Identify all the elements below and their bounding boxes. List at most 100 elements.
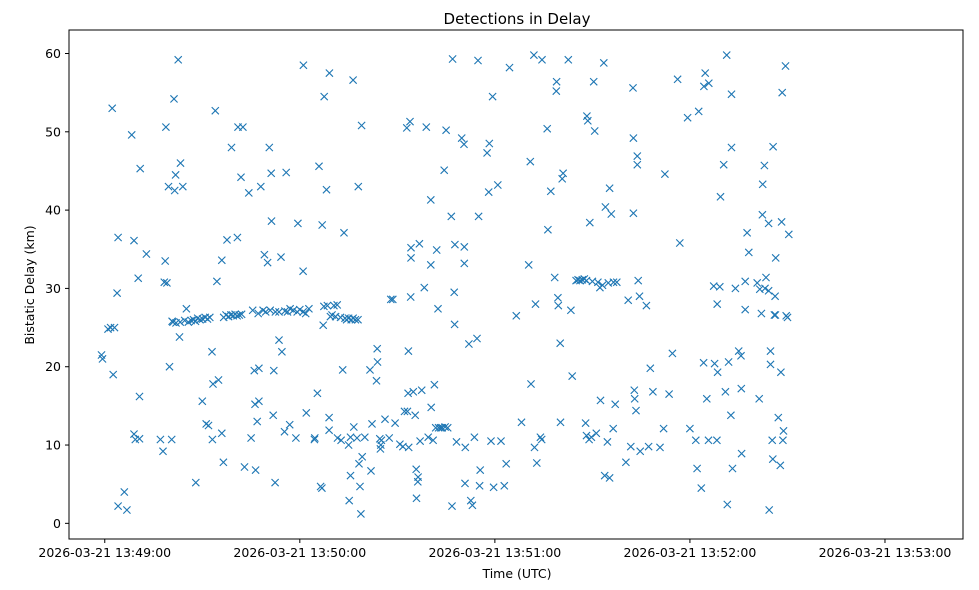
data-point bbox=[474, 56, 482, 65]
data-point bbox=[223, 235, 231, 244]
data-point bbox=[609, 424, 618, 433]
data-point bbox=[420, 283, 429, 292]
data-point bbox=[466, 496, 475, 505]
data-point bbox=[429, 436, 438, 445]
data-point bbox=[776, 368, 785, 377]
data-point bbox=[777, 217, 786, 226]
data-point bbox=[256, 182, 265, 191]
data-point bbox=[601, 203, 610, 211]
data-point bbox=[524, 260, 533, 269]
data-point bbox=[299, 267, 308, 276]
data-point bbox=[590, 127, 599, 135]
data-point bbox=[737, 384, 746, 393]
data-point bbox=[757, 309, 766, 318]
data-point bbox=[325, 426, 334, 435]
data-point bbox=[404, 389, 413, 398]
data-point bbox=[196, 315, 204, 324]
data-point bbox=[727, 90, 736, 99]
data-point bbox=[630, 394, 639, 403]
data-point bbox=[156, 435, 165, 444]
data-point bbox=[505, 63, 514, 72]
data-point bbox=[685, 424, 694, 433]
data-point bbox=[724, 358, 733, 366]
data-point bbox=[130, 236, 138, 245]
data-point bbox=[191, 478, 200, 487]
data-point bbox=[536, 433, 545, 442]
data-point bbox=[659, 424, 668, 433]
data-point bbox=[212, 277, 221, 286]
data-point bbox=[485, 139, 494, 148]
data-point bbox=[277, 347, 286, 356]
x-tick-label: 2026-03-21 13:53:00 bbox=[819, 545, 952, 560]
data-point bbox=[424, 433, 433, 442]
data-point bbox=[285, 420, 294, 429]
data-point bbox=[404, 443, 413, 452]
data-point bbox=[400, 407, 409, 416]
x-axis-ticks: 2026-03-21 13:49:00 2026-03-21 13:50:00 20… bbox=[38, 539, 952, 560]
data-point bbox=[237, 173, 245, 182]
data-point bbox=[728, 464, 737, 473]
data-point bbox=[502, 459, 511, 468]
data-point bbox=[134, 274, 143, 283]
data-point bbox=[470, 433, 479, 442]
data-point bbox=[211, 106, 220, 115]
data-point bbox=[599, 58, 608, 67]
data-point bbox=[701, 69, 710, 78]
data-point bbox=[356, 482, 364, 491]
data-point bbox=[771, 292, 780, 301]
data-point bbox=[403, 407, 412, 416]
data-point bbox=[325, 413, 334, 422]
data-point bbox=[665, 390, 674, 399]
data-point bbox=[322, 185, 331, 194]
data-point bbox=[251, 466, 260, 475]
data-point bbox=[254, 309, 263, 318]
data-point bbox=[346, 471, 355, 480]
data-point bbox=[512, 311, 521, 320]
data-point bbox=[592, 429, 601, 438]
chart-title: Detections in Delay bbox=[444, 10, 591, 28]
data-point bbox=[743, 228, 752, 237]
data-point bbox=[624, 296, 633, 305]
y-tick-label: 10 bbox=[45, 438, 61, 453]
data-point bbox=[247, 434, 256, 442]
data-point bbox=[269, 411, 278, 420]
data-point bbox=[483, 148, 492, 157]
data-point bbox=[301, 309, 310, 318]
data-point bbox=[576, 276, 584, 285]
data-point bbox=[266, 306, 275, 315]
data-point bbox=[373, 344, 382, 353]
data-point bbox=[593, 278, 602, 287]
data-point bbox=[543, 225, 552, 234]
data-point bbox=[409, 387, 418, 396]
data-point bbox=[235, 311, 244, 319]
data-point bbox=[386, 295, 395, 304]
data-point bbox=[353, 434, 361, 442]
data-point bbox=[699, 358, 708, 367]
data-point bbox=[489, 483, 498, 492]
data-point bbox=[589, 77, 598, 86]
data-point bbox=[402, 123, 411, 132]
data-point bbox=[765, 506, 774, 514]
data-point bbox=[443, 423, 452, 432]
data-point bbox=[581, 419, 590, 428]
data-point bbox=[452, 437, 461, 446]
data-point bbox=[744, 248, 753, 257]
data-point bbox=[629, 209, 638, 218]
data-point bbox=[368, 419, 376, 428]
data-point bbox=[626, 442, 635, 451]
data-point bbox=[500, 481, 509, 490]
y-tick-label: 40 bbox=[45, 203, 61, 218]
data-point bbox=[345, 496, 354, 505]
data-point bbox=[106, 323, 115, 332]
data-point bbox=[450, 288, 459, 297]
data-point bbox=[461, 443, 470, 452]
data-point bbox=[315, 162, 323, 171]
data-point bbox=[333, 300, 342, 309]
data-point bbox=[537, 435, 546, 444]
data-point bbox=[248, 306, 257, 315]
data-point bbox=[723, 500, 732, 509]
data-point bbox=[416, 437, 425, 446]
data-point bbox=[426, 260, 435, 269]
data-point bbox=[526, 157, 535, 166]
data-point bbox=[566, 306, 575, 315]
